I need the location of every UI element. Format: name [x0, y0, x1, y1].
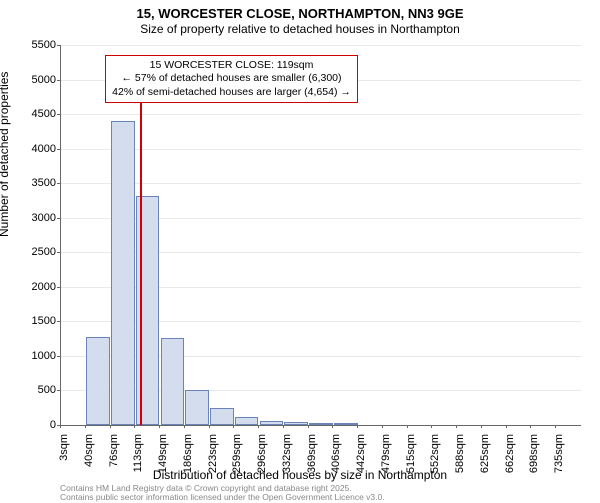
plot-area: 15 WORCESTER CLOSE: 119sqm← 57% of detac…: [60, 45, 581, 426]
histogram-bar: [260, 421, 284, 425]
chart-subtitle: Size of property relative to detached ho…: [0, 22, 600, 36]
xtick-mark: [382, 425, 383, 428]
xtick-mark: [456, 425, 457, 428]
histogram-bar: [334, 423, 358, 425]
xtick-mark: [530, 425, 531, 428]
xtick-mark: [407, 425, 408, 428]
annotation-line3: 42% of semi-detached houses are larger (…: [112, 86, 351, 98]
ytick-label: 4500: [16, 108, 56, 120]
xtick-label: 223sqm: [207, 434, 219, 494]
xtick-mark: [357, 425, 358, 428]
xtick-label: 186sqm: [182, 434, 194, 494]
ytick-label: 5500: [16, 39, 56, 51]
annotation-box: 15 WORCESTER CLOSE: 119sqm← 57% of detac…: [105, 55, 358, 102]
gridline: [61, 149, 581, 150]
property-marker-line: [140, 62, 142, 425]
xtick-label: 552sqm: [429, 434, 441, 494]
xtick-mark: [308, 425, 309, 428]
ytick-mark: [57, 80, 60, 81]
xtick-label: 662sqm: [504, 434, 516, 494]
y-axis-label: Number of detached properties: [0, 72, 11, 237]
xtick-label: 479sqm: [380, 434, 392, 494]
title-block: 15, WORCESTER CLOSE, NORTHAMPTON, NN3 9G…: [0, 0, 600, 36]
xtick-mark: [60, 425, 61, 428]
xtick-label: 259sqm: [231, 434, 243, 494]
gridline: [61, 114, 581, 115]
xtick-mark: [159, 425, 160, 428]
xtick-label: 515sqm: [405, 434, 417, 494]
xtick-label: 113sqm: [132, 434, 144, 494]
xtick-mark: [481, 425, 482, 428]
histogram-bar: [185, 390, 209, 425]
xtick-label: 332sqm: [281, 434, 293, 494]
ytick-mark: [57, 183, 60, 184]
xtick-label: 625sqm: [479, 434, 491, 494]
ytick-mark: [57, 252, 60, 253]
histogram-bar: [235, 417, 259, 425]
xtick-mark: [184, 425, 185, 428]
xtick-mark: [110, 425, 111, 428]
ytick-mark: [57, 218, 60, 219]
xtick-label: 442sqm: [355, 434, 367, 494]
histogram-bar: [86, 337, 110, 425]
xtick-mark: [233, 425, 234, 428]
ytick-mark: [57, 390, 60, 391]
xtick-mark: [332, 425, 333, 428]
xtick-mark: [555, 425, 556, 428]
xtick-label: 3sqm: [58, 434, 70, 494]
xtick-mark: [258, 425, 259, 428]
annotation-line2: ← 57% of detached houses are smaller (6,…: [121, 72, 341, 84]
ytick-label: 2000: [16, 281, 56, 293]
histogram-bar: [309, 423, 333, 425]
ytick-mark: [57, 321, 60, 322]
ytick-mark: [57, 287, 60, 288]
xtick-label: 149sqm: [157, 434, 169, 494]
histogram-bar: [284, 422, 308, 425]
xtick-mark: [431, 425, 432, 428]
ytick-mark: [57, 149, 60, 150]
ytick-label: 1000: [16, 350, 56, 362]
histogram-bar: [111, 121, 135, 425]
xtick-label: 698sqm: [528, 434, 540, 494]
xtick-mark: [85, 425, 86, 428]
xtick-label: 296sqm: [256, 434, 268, 494]
ytick-mark: [57, 356, 60, 357]
xtick-label: 735sqm: [553, 434, 565, 494]
annotation-line1: 15 WORCESTER CLOSE: 119sqm: [150, 59, 314, 71]
xtick-label: 40sqm: [83, 434, 95, 494]
xtick-label: 369sqm: [306, 434, 318, 494]
histogram-bar: [161, 338, 185, 425]
xtick-label: 406sqm: [330, 434, 342, 494]
ytick-label: 5000: [16, 74, 56, 86]
ytick-label: 3000: [16, 212, 56, 224]
ytick-label: 2500: [16, 246, 56, 258]
gridline: [61, 183, 581, 184]
xtick-mark: [506, 425, 507, 428]
xtick-mark: [283, 425, 284, 428]
xtick-mark: [209, 425, 210, 428]
histogram-bar: [210, 408, 234, 425]
ytick-label: 4000: [16, 143, 56, 155]
xtick-mark: [134, 425, 135, 428]
ytick-label: 500: [16, 384, 56, 396]
ytick-label: 0: [16, 419, 56, 431]
ytick-mark: [57, 45, 60, 46]
xtick-label: 76sqm: [108, 434, 120, 494]
xtick-label: 588sqm: [454, 434, 466, 494]
ytick-label: 1500: [16, 315, 56, 327]
chart-container: 15, WORCESTER CLOSE, NORTHAMPTON, NN3 9G…: [0, 0, 600, 500]
ytick-mark: [57, 114, 60, 115]
gridline: [61, 45, 581, 46]
ytick-label: 3500: [16, 177, 56, 189]
chart-title: 15, WORCESTER CLOSE, NORTHAMPTON, NN3 9G…: [0, 6, 600, 21]
